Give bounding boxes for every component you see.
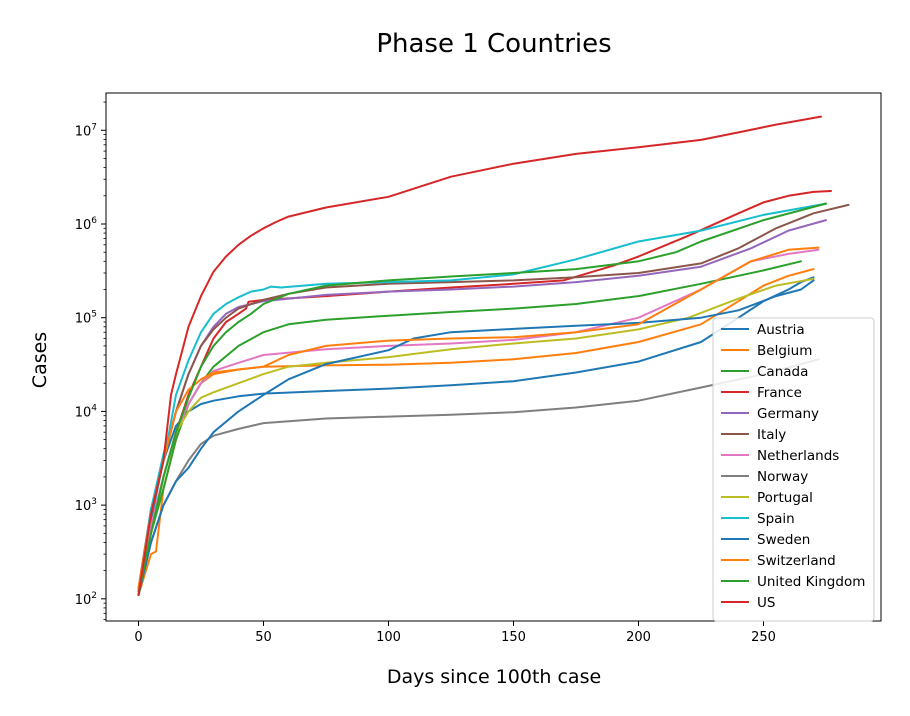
chart-title: Phase 1 Countries	[376, 29, 611, 59]
legend-label: Norway	[757, 469, 808, 485]
y-axis-label: Cases	[29, 332, 51, 388]
x-axis-label: Days since 100th case	[387, 666, 601, 688]
legend-label: Austria	[757, 322, 805, 338]
x-tick-label: 150	[501, 630, 526, 645]
series-line-8	[137, 277, 815, 596]
series-line-3	[137, 190, 832, 593]
series-line-12	[137, 202, 827, 596]
legend-label: Belgium	[757, 343, 812, 359]
legend-box	[712, 317, 875, 622]
legend-label: Switzerland	[757, 553, 836, 569]
y-axis-ticks: 102 103 104 105 106 107	[75, 101, 106, 621]
legend-label: Spain	[757, 511, 795, 527]
series-layer	[137, 115, 850, 596]
y-tick-label: 103	[75, 497, 97, 514]
series-line-10	[137, 279, 815, 596]
y-tick-label: 104	[75, 403, 98, 420]
y-tick-label: 105	[75, 310, 97, 327]
x-tick-label: 250	[751, 630, 776, 645]
series-line-11	[137, 246, 820, 590]
legend-label: Canada	[757, 364, 808, 380]
series-line-13	[137, 115, 822, 596]
legend-label: Netherlands	[757, 448, 839, 464]
y-tick-label: 107	[75, 122, 97, 139]
x-tick-label: 100	[376, 630, 401, 645]
y-tick-label: 102	[75, 591, 97, 608]
x-tick-label: 50	[255, 630, 272, 645]
plot-frame	[105, 92, 882, 622]
legend-label: US	[757, 595, 775, 611]
series-line-9	[137, 202, 827, 596]
y-tick-label: 106	[75, 216, 98, 233]
legend-label: Italy	[757, 427, 786, 443]
series-line-2	[137, 260, 802, 593]
legend: Austria Belgium Canada France Germany Italy Ne…	[712, 317, 875, 622]
x-axis-ticks: 0 50 100 150 200 250	[134, 621, 776, 645]
legend-label: United Kingdom	[757, 574, 865, 590]
legend-label: Germany	[757, 406, 819, 422]
legend-label: France	[757, 385, 802, 401]
x-tick-label: 200	[626, 630, 651, 645]
legend-label: Sweden	[757, 532, 810, 548]
series-line-1	[137, 268, 815, 596]
x-tick-label: 0	[134, 630, 142, 645]
legend-label: Portugal	[757, 490, 813, 506]
series-line-0	[137, 276, 815, 596]
